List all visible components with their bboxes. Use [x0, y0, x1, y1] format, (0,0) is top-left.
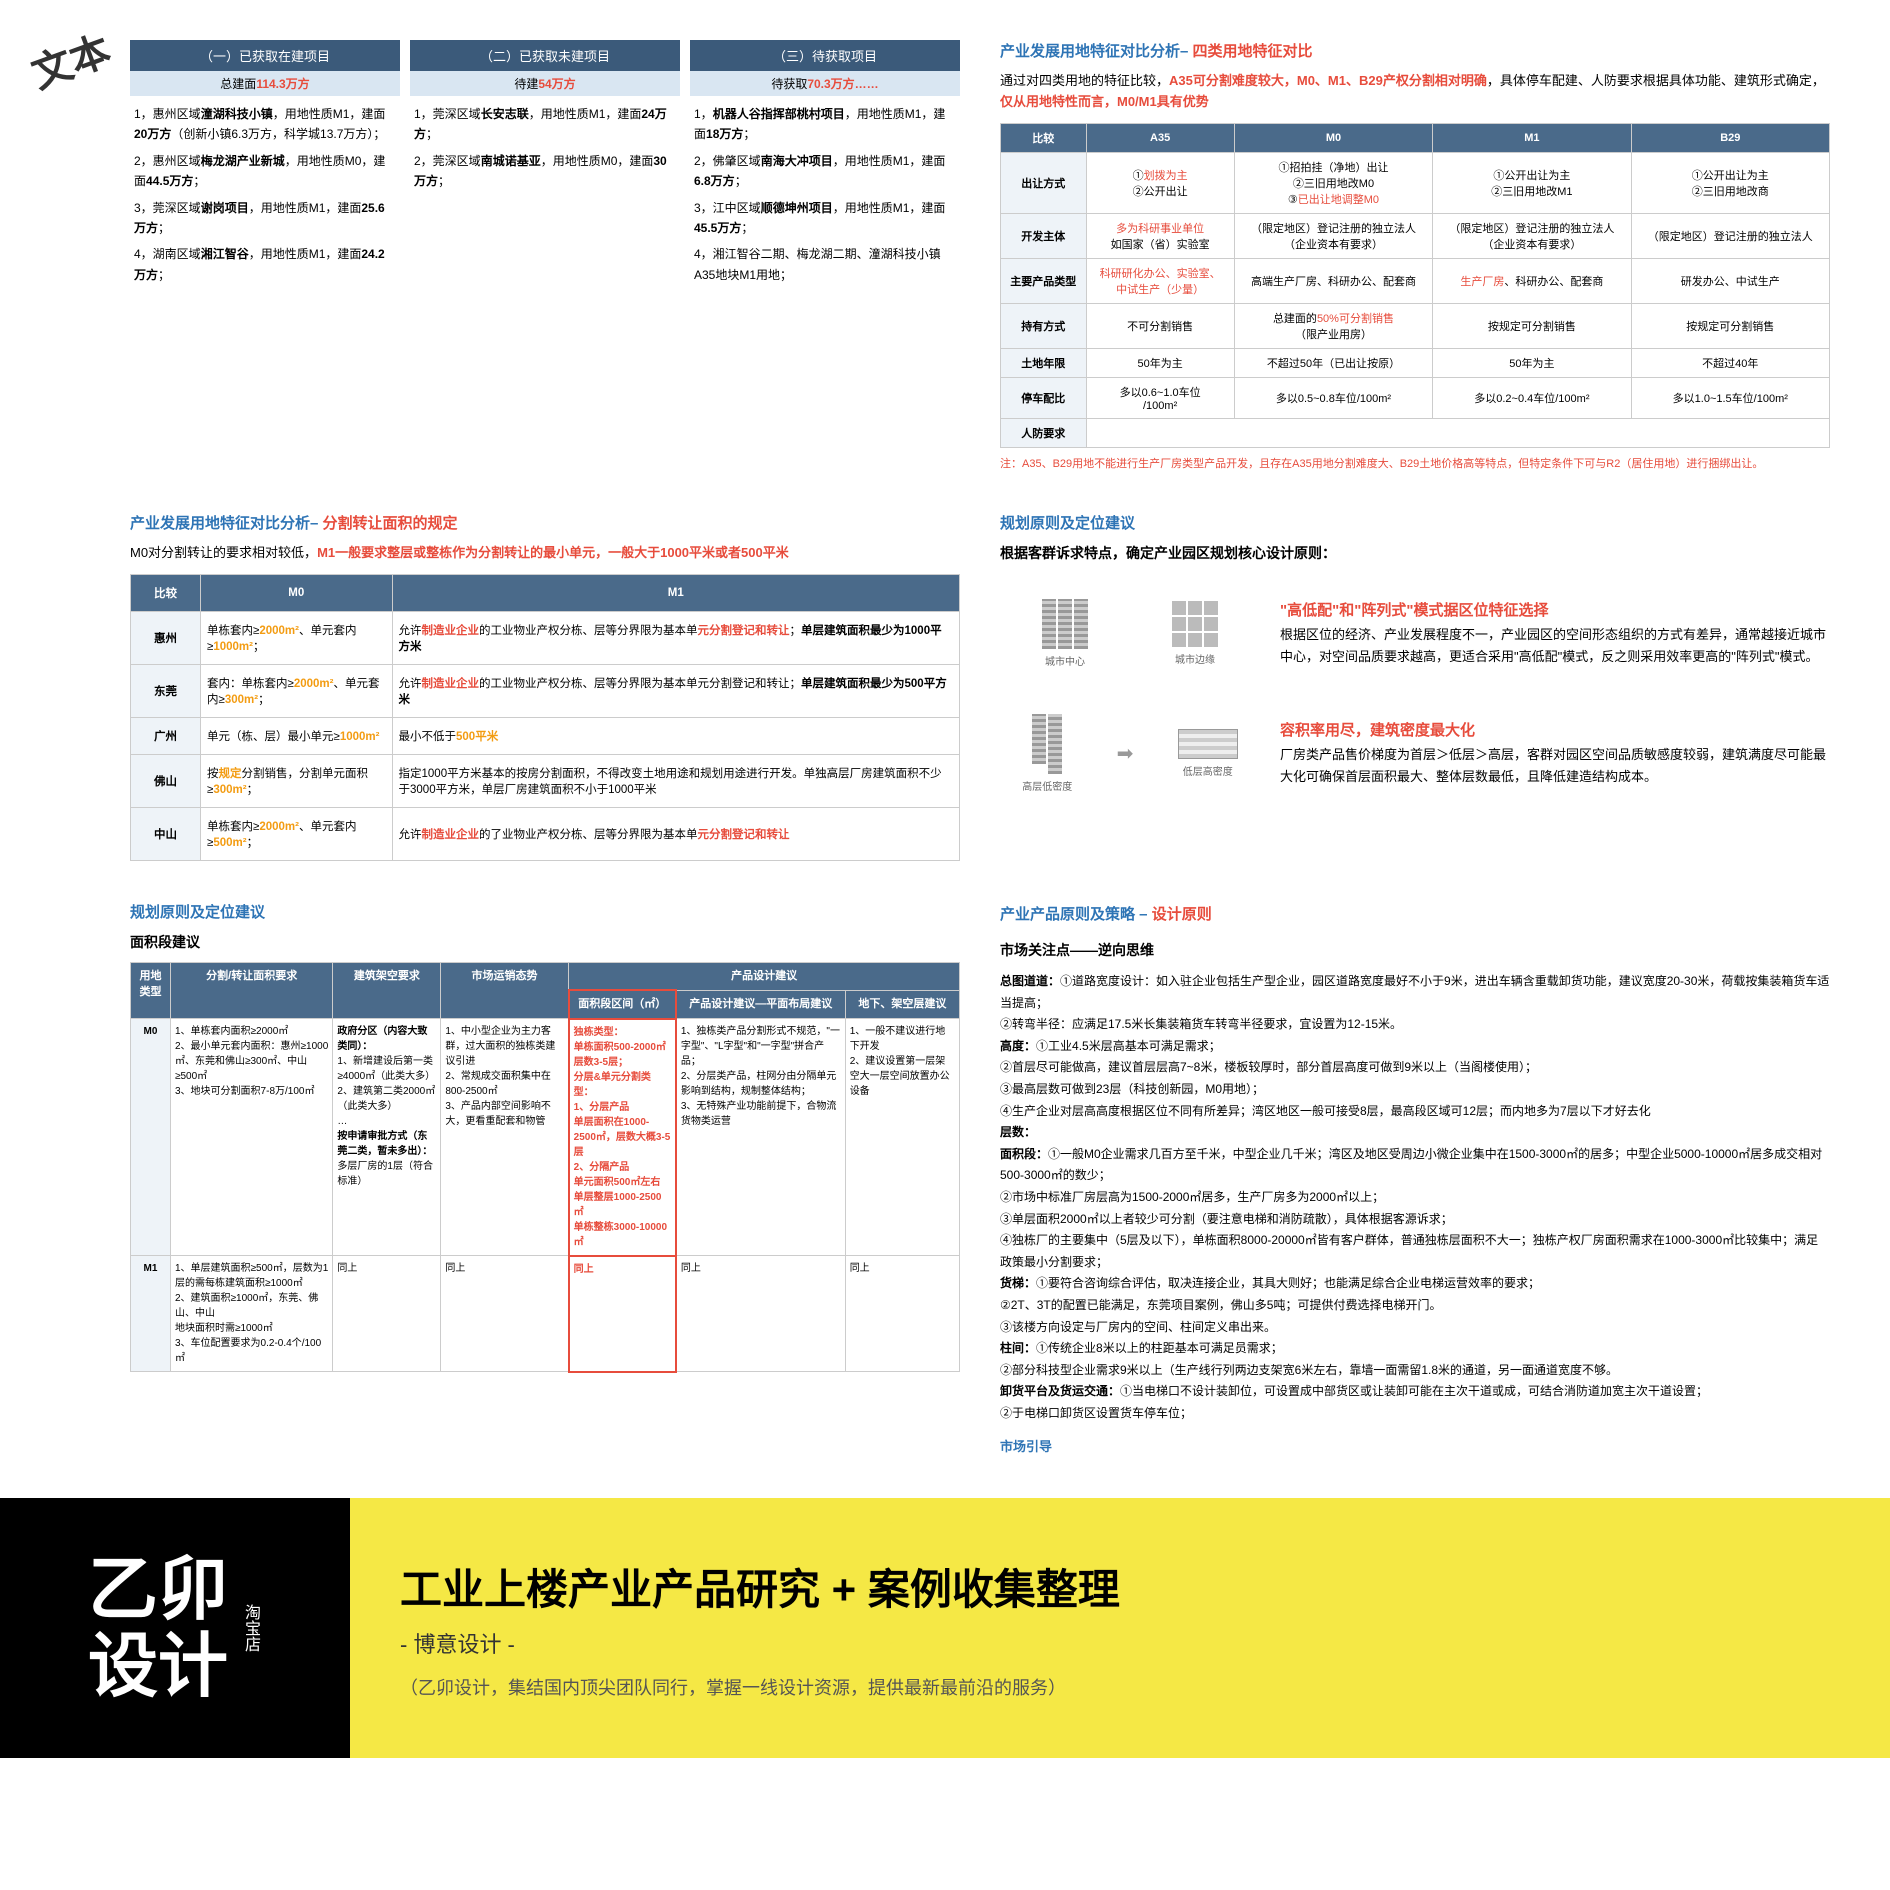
market-item: 层数： — [1000, 1122, 1830, 1144]
panel5-title: 规划原则及定位建议 — [130, 901, 960, 922]
city-table: 比较M0M1惠州单栋套内≥2000m²、单元套内≥1000m²；允许制造业企业的… — [130, 574, 960, 861]
principle-diagram: 高层低密度 ➡ 低层高密度 — [1000, 703, 1260, 803]
principle-text: 容积率用尽，建筑密度最大化厂房类产品售价梯度为首层＞低层＞高层，客群对园区空间品… — [1280, 718, 1830, 788]
panel-projects: （一）已获取在建项目 总建面114.3万方 1，惠州区域潼湖科技小镇，用地性质M… — [120, 30, 970, 482]
panel2-intro: 通过对四类用地的特征比较，A35可分割难度较大，M0、M1、B29产权分割相对明… — [1000, 71, 1830, 113]
principle-text: "高低配"和"阵列式"模式据区位特征选择根据区位的经济、产业发展程度不一，产业园… — [1280, 598, 1830, 668]
panel-landuse-compare: 产业发展用地特征对比分析– 四类用地特征对比 通过对四类用地的特征比较，A35可… — [990, 30, 1840, 482]
footer: 乙卯设计 淘宝店 工业上楼产业产品研究 + 案例收集整理 - 博意设计 - （乙… — [0, 1498, 1890, 1758]
market-item: 总图道道：①道路宽度设计：如入驻企业包括生产型企业，园区道路宽度最好不小于9米，… — [1000, 971, 1830, 1036]
project-list: 1，莞深区域长安志联，用地性质M1，建面24万方；2，莞深区域南城诺基亚，用地性… — [410, 96, 680, 206]
panel-split-rules: 产业发展用地特征对比分析– 分割转让面积的规定 M0对分割转让的要求相对较低，M… — [120, 502, 970, 871]
project-subhead: 待建54万方 — [410, 71, 680, 96]
panel6-title: 产业产品原则及策略 – 设计原则 — [1000, 901, 1830, 928]
footer-logo-block: 乙卯设计 淘宝店 — [0, 1498, 350, 1758]
footer-right: 工业上楼产业产品研究 + 案例收集整理 - 博意设计 - （乙卯设计，集结国内顶… — [350, 1498, 1890, 1758]
area-table: 用地类型分割/转让面积要求建筑架空要求市场运销态势产品设计建议 面积段区间（㎡）… — [130, 962, 960, 1373]
project-head: （二）已获取未建项目 — [410, 40, 680, 71]
panel-market: 产业产品原则及策略 – 设计原则 市场关注点——逆向思维 总图道道：①道路宽度设… — [990, 891, 1840, 1468]
comparison-table: 比较A35M0M1B29出让方式①划拨为主②公开出让①招拍挂（净地）出让②三旧用… — [1000, 123, 1830, 448]
market-item: 面积段：①一般M0企业需求几百方至千米，中型企业几千米；湾区及地区受周边小微企业… — [1000, 1144, 1830, 1274]
footer-shop-label: 淘宝店 — [238, 1604, 262, 1652]
panel-area-suggestion: 规划原则及定位建议 面积段建议 用地类型分割/转让面积要求建筑架空要求市场运销态… — [120, 891, 970, 1468]
project-box: （二）已获取未建项目 待建54万方 1，莞深区域长安志联，用地性质M1，建面24… — [410, 40, 680, 299]
footer-desc: （乙卯设计，集结国内顶尖团队同行，掌握一线设计资源，提供最新最前沿的服务） — [400, 1674, 1890, 1700]
project-subhead: 待获取70.3万方…… — [690, 71, 960, 96]
footer-author: - 博意设计 - — [400, 1627, 1890, 1659]
panel2-title: 产业发展用地特征对比分析– 四类用地特征对比 — [1000, 40, 1830, 61]
principle-row: 高层低密度 ➡ 低层高密度 容积率用尽，建筑密度最大化厂房类产品售价梯度为首层＞… — [1000, 703, 1830, 803]
project-subhead: 总建面114.3万方 — [130, 71, 400, 96]
principle-diagram: 城市中心 城市边缘 — [1000, 583, 1260, 683]
project-head: （三）待获取项目 — [690, 40, 960, 71]
footer-title: 工业上楼产业产品研究 + 案例收集整理 — [400, 1556, 1890, 1617]
market-item: 卸货平台及货运交通：①当电梯口不设计装卸位，可设置成中部货区或让装卸可能在主次干… — [1000, 1381, 1830, 1424]
market-item: 柱间：①传统企业8米以上的柱距基本可满足员需求；②部分科技型企业需求9米以上（生… — [1000, 1338, 1830, 1381]
project-list: 1，机器人谷指挥部桃村项目，用地性质M1，建面18万方；2，佛肇区域南海大冲项目… — [690, 96, 960, 299]
panel3-title: 产业发展用地特征对比分析– 分割转让面积的规定 — [130, 512, 960, 533]
panel-design-principles: 规划原则及定位建议 根据客群诉求特点，确定产业园区规划核心设计原则： 城市中心 … — [990, 502, 1840, 871]
project-list: 1，惠州区域潼湖科技小镇，用地性质M1，建面20万方（创新小镇6.3万方，科学城… — [130, 96, 400, 299]
panel6-section1: 市场关注点——逆向思维 — [1000, 938, 1830, 963]
project-box: （一）已获取在建项目 总建面114.3万方 1，惠州区域潼湖科技小镇，用地性质M… — [130, 40, 400, 299]
footer-logo: 乙卯设计 — [88, 1551, 228, 1705]
project-box: （三）待获取项目 待获取70.3万方…… 1，机器人谷指挥部桃村项目，用地性质M… — [690, 40, 960, 299]
market-item: 货梯：①要符合咨询综合评估，取决连接企业，其具大则好；也能满足综合企业电梯运营效… — [1000, 1273, 1830, 1338]
panel3-intro: M0对分割转让的要求相对较低，M1一般要求整层或整栋作为分割转让的最小单元，一般… — [130, 543, 960, 564]
panel6-section2: 市场引导 — [1000, 1435, 1830, 1458]
principle-row: 城市中心 城市边缘 "高低配"和"阵列式"模式据区位特征选择根据区位的经济、产业… — [1000, 583, 1830, 683]
market-item: 高度：①工业4.5米层高基本可满足需求；②首层尽可能做高，建议首层层高7~8米，… — [1000, 1036, 1830, 1122]
project-head: （一）已获取在建项目 — [130, 40, 400, 71]
panel2-footnote: 注：A35、B29用地不能进行生产厂房类型产品开发，且存在A35用地分割难度大、… — [1000, 456, 1830, 473]
panel4-subtitle: 根据客群诉求特点，确定产业园区规划核心设计原则： — [1000, 543, 1830, 563]
panel5-subtitle: 面积段建议 — [130, 932, 960, 952]
panel4-title: 规划原则及定位建议 — [1000, 512, 1830, 533]
